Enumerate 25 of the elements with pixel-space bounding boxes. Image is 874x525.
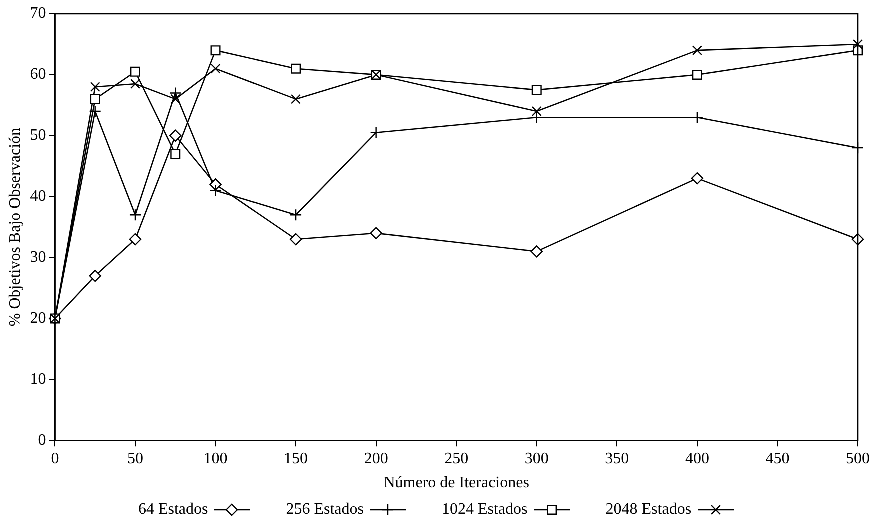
x-tick-label: 300: [524, 450, 549, 468]
legend-label: 256 Estados: [286, 501, 364, 519]
x-tick-label: 350: [605, 450, 630, 468]
y-tick-label: 10: [30, 370, 46, 388]
legend-label: 64 Estados: [138, 501, 208, 519]
x-tick-label: 0: [51, 450, 60, 468]
y-tick-label: 30: [30, 248, 46, 266]
y-tick-label: 40: [30, 188, 46, 206]
x-tick-label: 250: [444, 450, 469, 468]
y-tick-label: 0: [38, 432, 46, 449]
x-tick-label: 400: [685, 450, 710, 468]
y-axis-title: % Objetivos Bajo Observación: [6, 128, 24, 327]
x-tick-label: 150: [284, 450, 308, 468]
y-tick-label: 20: [30, 310, 46, 327]
y-tick-label: 70: [30, 5, 46, 22]
x-tick-label: 450: [766, 450, 790, 468]
y-tick-label: 60: [30, 66, 46, 84]
x-tick-label: 100: [204, 450, 228, 468]
x-axis-title: Número de Iteraciones: [384, 474, 530, 492]
legend-label: 1024 Estados: [442, 501, 528, 519]
x-tick-label: 50: [127, 450, 144, 468]
x-tick-label: 200: [364, 450, 388, 468]
legend-label: 2048 Estados: [606, 501, 692, 519]
y-tick-label: 50: [30, 127, 46, 144]
x-tick-label: 500: [846, 450, 870, 468]
